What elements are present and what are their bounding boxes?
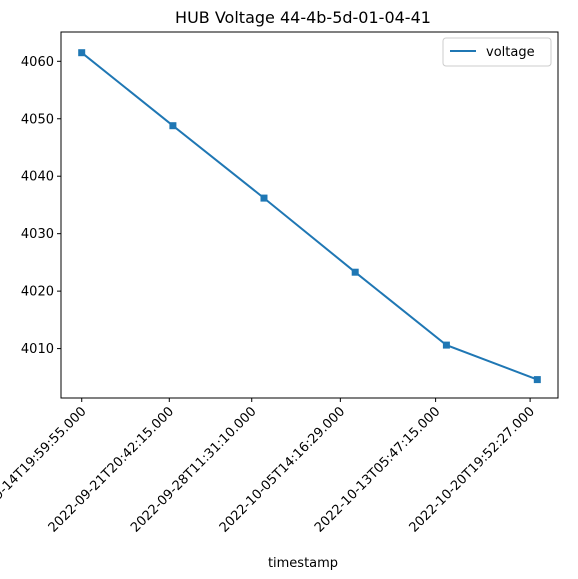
y-tick-label-4010: 4010 — [21, 342, 54, 357]
data-point-0 — [78, 49, 86, 57]
y-tick-label-4030: 4030 — [21, 227, 54, 242]
series-line-voltage — [81, 51, 538, 381]
x-axis-label: timestamp — [268, 556, 338, 571]
y-tick-label-4050: 4050 — [21, 112, 54, 127]
data-point-4 — [442, 341, 450, 349]
legend: voltage — [442, 37, 552, 67]
data-point-2 — [260, 194, 268, 202]
chart-title: HUB Voltage 44-4b-5d-01-04-41 — [175, 8, 431, 27]
y-tick-label-4040: 4040 — [21, 170, 54, 185]
data-point-5 — [533, 376, 541, 384]
y-tick-label-4020: 4020 — [21, 285, 54, 300]
legend-label-voltage: voltage — [486, 45, 535, 60]
plot-area-frame — [60, 31, 559, 399]
y-tick-label-4060: 4060 — [21, 55, 54, 70]
legend-box — [442, 37, 552, 67]
data-point-3 — [351, 268, 359, 276]
x-tick-label-0: 2022-09-14T19:59:55.000 — [0, 404, 90, 535]
data-point-1 — [169, 122, 177, 130]
